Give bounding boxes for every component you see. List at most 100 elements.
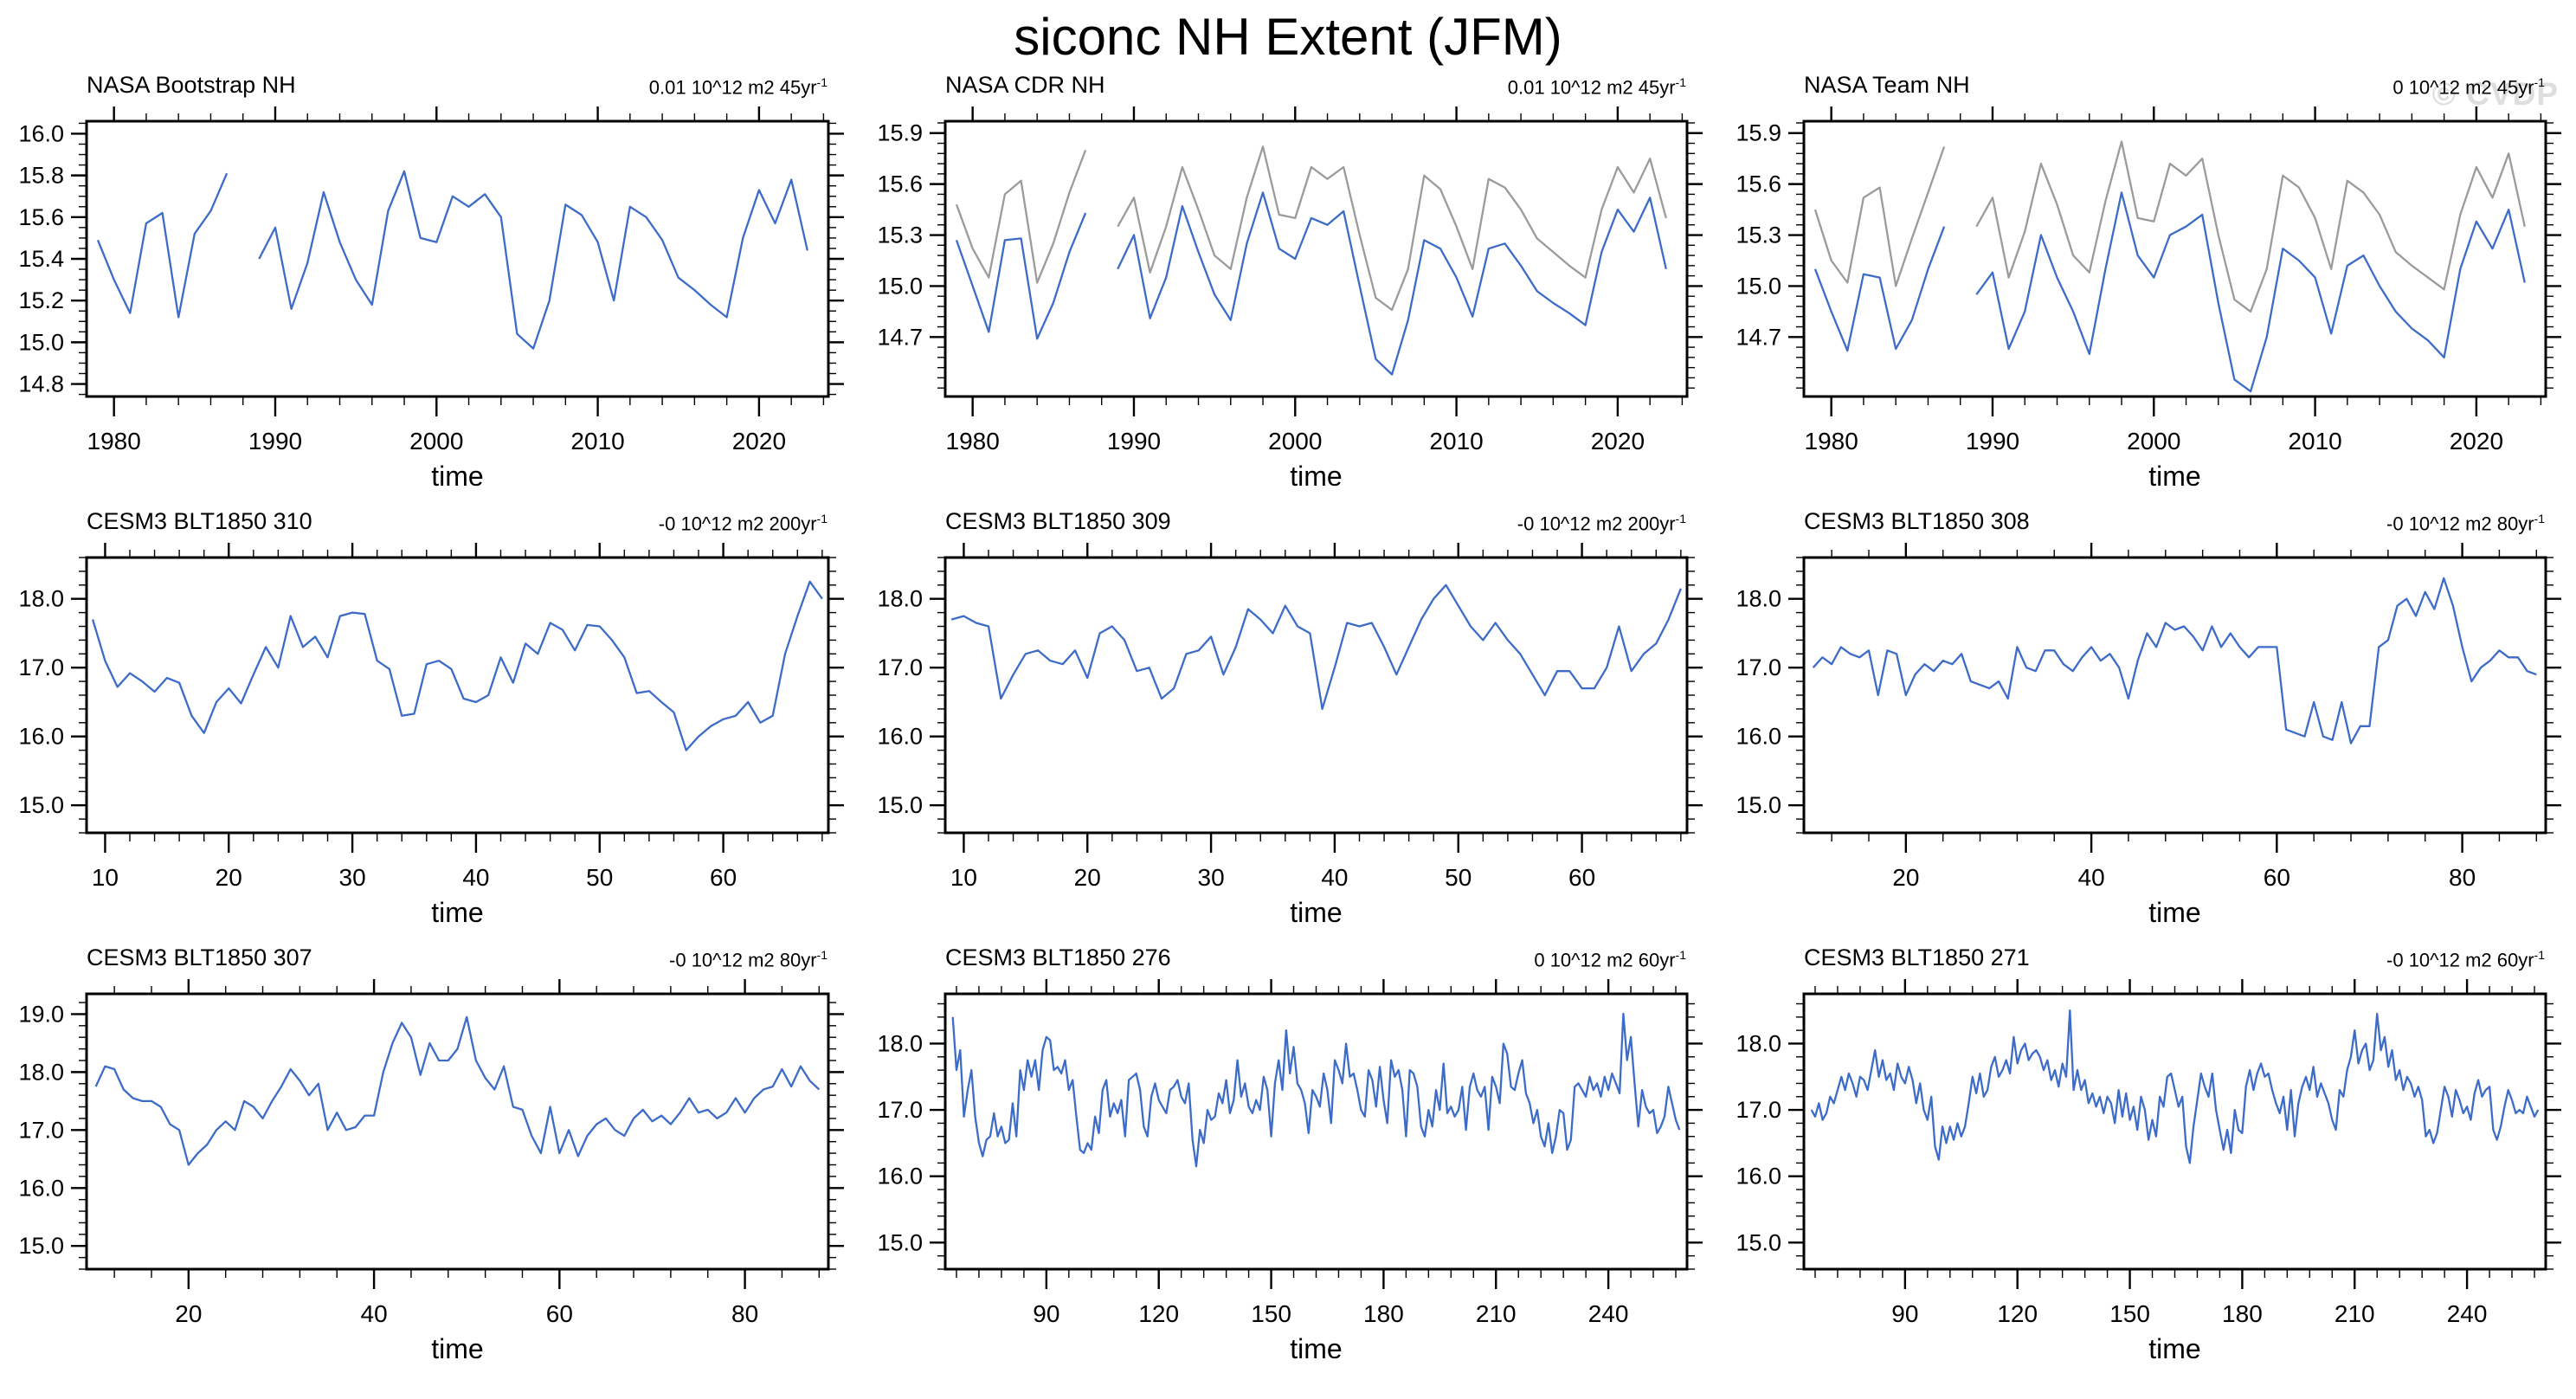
svg-text:2010: 2010 <box>1429 428 1483 455</box>
svg-text:15.0: 15.0 <box>1736 1229 1781 1255</box>
plot-border <box>85 992 830 1271</box>
panel-header: CESM3 BLT1850 310 -0 10^12 m2 200yr-1 <box>0 500 859 535</box>
series-line-gray <box>955 145 1667 312</box>
axis-minor-ticks <box>1796 550 2553 841</box>
svg-text:15.6: 15.6 <box>877 171 923 197</box>
axis-major-ticks <box>71 543 844 853</box>
svg-text:80: 80 <box>731 1300 758 1327</box>
time-series-plot: 1980 1990 2000 2010 2020 14.7 15.0 15.3 15.6 15.9… <box>1736 106 2561 492</box>
trend-exponent: -1 <box>2534 947 2545 962</box>
chart-panel-cesm3-blt1850-310: CESM3 BLT1850 310 -0 10^12 m2 200yr-1 10 20… <box>0 500 859 937</box>
panel-title: CESM3 BLT1850 271 <box>1804 944 2030 970</box>
series-line-gray <box>1813 140 2526 313</box>
axis-major-ticks <box>1788 979 2561 1289</box>
svg-text:15.0: 15.0 <box>18 1233 64 1259</box>
axis-minor-ticks <box>79 986 836 1278</box>
chart-panel-nasa-cdr-nh: NASA CDR NH 0.01 10^12 m2 45yr-1 1980 1990 2… <box>859 64 1717 500</box>
svg-text:15.0: 15.0 <box>1736 792 1781 818</box>
panel-header: CESM3 BLT1850 308 -0 10^12 m2 80yr-1 <box>1717 500 2576 535</box>
svg-text:40: 40 <box>361 1300 388 1327</box>
svg-text:40: 40 <box>462 864 489 891</box>
svg-text:1990: 1990 <box>248 428 302 455</box>
axis-minor-ticks <box>79 550 836 841</box>
panel-title: CESM3 BLT1850 276 <box>945 944 1171 970</box>
svg-text:17.0: 17.0 <box>877 654 923 680</box>
svg-text:30: 30 <box>339 864 366 891</box>
panel-header: NASA CDR NH 0.01 10^12 m2 45yr-1 <box>859 64 1717 99</box>
svg-text:210: 210 <box>2334 1300 2375 1327</box>
series-line-blue <box>1810 1009 2540 1164</box>
series-line-blue <box>96 170 808 350</box>
svg-text:1980: 1980 <box>87 428 141 455</box>
axis-major-ticks <box>930 106 1703 416</box>
svg-text:2000: 2000 <box>1268 428 1322 455</box>
trend-label: -0 10^12 m2 200yr-1 <box>658 511 828 534</box>
svg-text:18.0: 18.0 <box>18 1059 64 1085</box>
series-line-blue <box>951 1012 1681 1168</box>
svg-text:15.3: 15.3 <box>1736 222 1781 248</box>
cvdp-watermark: © CVDP <box>2431 76 2559 112</box>
svg-text:14.7: 14.7 <box>877 324 923 350</box>
trend-exponent: -1 <box>2534 74 2545 89</box>
x-axis-label: time <box>2148 897 2200 928</box>
trend-exponent: -1 <box>1675 74 1686 89</box>
x-axis-label: time <box>431 897 483 928</box>
svg-text:1980: 1980 <box>1805 428 1858 455</box>
svg-text:20: 20 <box>175 1300 202 1327</box>
time-series-plot: 10 20 30 40 50 60 15.0 16.0 17.0 18.0 time <box>18 543 844 928</box>
svg-text:15.0: 15.0 <box>877 1229 923 1255</box>
chart-panel-nasa-bootstrap-nh: NASA Bootstrap NH 0.01 10^12 m2 45yr-1 198… <box>0 64 859 500</box>
trend-label: -0 10^12 m2 80yr-1 <box>669 947 828 970</box>
svg-text:150: 150 <box>2109 1300 2150 1327</box>
svg-text:15.9: 15.9 <box>877 120 923 146</box>
svg-text:2020: 2020 <box>732 428 786 455</box>
svg-text:120: 120 <box>1138 1300 1179 1327</box>
svg-text:16.0: 16.0 <box>18 724 64 750</box>
axis-major-ticks <box>71 106 844 416</box>
axis-tick-labels: 1980 1990 2000 2010 2020 14.7 15.0 15.3 15.6 15.9 <box>877 120 1645 455</box>
svg-text:2010: 2010 <box>2288 428 2341 455</box>
svg-text:180: 180 <box>2222 1300 2263 1327</box>
time-series-plot: 1980 1990 2000 2010 2020 14.8 15.0 15.2 15.4 15.6… <box>18 106 844 492</box>
panel-title: NASA Team NH <box>1804 72 1970 98</box>
plot-border <box>1802 119 2547 398</box>
svg-text:60: 60 <box>710 864 737 891</box>
trend-exponent: -1 <box>1675 511 1686 525</box>
axis-major-ticks <box>1788 543 2561 853</box>
series-line-blue <box>1812 577 2537 745</box>
svg-text:90: 90 <box>1891 1300 1918 1327</box>
x-axis-label: time <box>1290 461 1342 492</box>
trend-exponent: -1 <box>1675 947 1686 962</box>
trend-label: 0 10^12 m2 60yr-1 <box>1534 947 1686 970</box>
axis-major-ticks <box>930 543 1703 853</box>
trend-exponent: -1 <box>816 947 828 962</box>
svg-text:60: 60 <box>2264 864 2290 891</box>
svg-text:15.0: 15.0 <box>1736 273 1781 299</box>
time-series-plot: 20 40 60 80 15.0 16.0 17.0 18.0 19.0 time <box>18 979 844 1364</box>
svg-text:17.0: 17.0 <box>1736 654 1781 680</box>
x-axis-label: time <box>2148 1333 2200 1364</box>
trend-label: -0 10^12 m2 80yr-1 <box>2386 511 2545 534</box>
svg-text:15.6: 15.6 <box>18 204 64 230</box>
x-axis-label: time <box>431 1333 483 1364</box>
axis-major-ticks <box>930 979 1703 1289</box>
svg-text:120: 120 <box>1997 1300 2038 1327</box>
svg-text:1980: 1980 <box>946 428 1000 455</box>
svg-text:15.2: 15.2 <box>18 287 64 313</box>
svg-text:17.0: 17.0 <box>18 654 64 680</box>
axis-minor-ticks <box>79 113 836 405</box>
panel-header: CESM3 BLT1850 271 -0 10^12 m2 60yr-1 <box>1717 937 2576 971</box>
chart-panel-cesm3-blt1850-308: CESM3 BLT1850 308 -0 10^12 m2 80yr-1 20 40 6… <box>1717 500 2576 937</box>
svg-text:18.0: 18.0 <box>877 1030 923 1056</box>
svg-text:15.0: 15.0 <box>877 273 923 299</box>
chart-panel-cesm3-blt1850-309: CESM3 BLT1850 309 -0 10^12 m2 200yr-1 10 20… <box>859 500 1717 937</box>
svg-text:19.0: 19.0 <box>18 1001 64 1027</box>
plot-border <box>85 556 830 835</box>
svg-text:17.0: 17.0 <box>18 1117 64 1143</box>
time-series-plot: 90 120 150 180 210 240 15.0 16.0 17.0 18.0 time <box>877 979 1703 1364</box>
panel-header: CESM3 BLT1850 309 -0 10^12 m2 200yr-1 <box>859 500 1717 535</box>
svg-text:50: 50 <box>586 864 613 891</box>
chart-panel-cesm3-blt1850-271: CESM3 BLT1850 271 -0 10^12 m2 60yr-1 90 120… <box>1717 937 2576 1373</box>
svg-text:17.0: 17.0 <box>1736 1097 1781 1123</box>
svg-text:18.0: 18.0 <box>1736 1030 1781 1056</box>
